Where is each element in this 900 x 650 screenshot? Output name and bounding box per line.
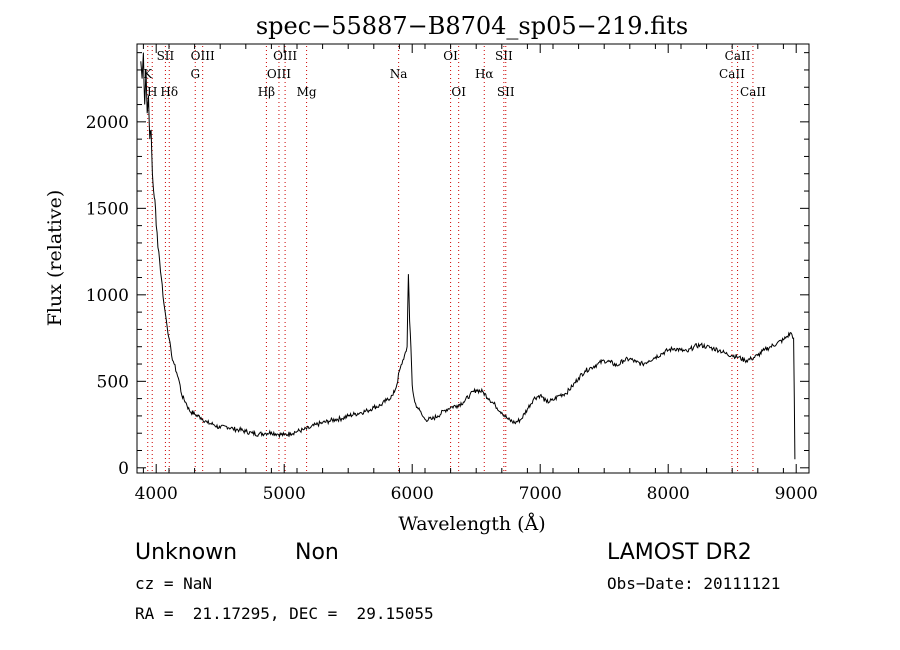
- spectral-line-label: Na: [390, 67, 408, 81]
- flux-series-line: [140, 52, 796, 460]
- spectral-line-label: Mg: [297, 85, 317, 99]
- chart-title: spec−55887−B8704_sp05−219.fits: [256, 12, 688, 40]
- y-axis-ticks: 0 500 1000 1500 2000: [86, 52, 809, 479]
- spectral-line-label: Hα: [475, 67, 494, 81]
- x-tick-label: 8000: [647, 484, 690, 504]
- y-tick-label: 1500: [86, 199, 129, 219]
- plot-frame: [136, 43, 810, 474]
- spectral-line-label: CaII: [725, 49, 751, 63]
- y-tick-label: 1000: [86, 286, 129, 306]
- x-tick-label: 9000: [775, 484, 818, 504]
- spectral-line-label: CaII: [719, 67, 745, 81]
- x-axis-label: Wavelength (Å): [398, 513, 545, 535]
- spectral-line-label: OI: [451, 85, 466, 99]
- spectral-line-label: SII: [157, 49, 175, 63]
- y-tick-label: 500: [97, 372, 129, 392]
- spectral-line-label: G: [190, 67, 200, 81]
- x-tick-label: 5000: [263, 484, 306, 504]
- spectral-line-label: OIII: [273, 49, 297, 63]
- x-tick-label: 6000: [391, 484, 434, 504]
- y-tick-label: 2000: [86, 113, 129, 133]
- spectral-line-label: OI: [443, 49, 458, 63]
- y-tick-label: 0: [118, 459, 129, 479]
- y-axis-label: Flux (relative): [44, 190, 66, 327]
- survey-name: LAMOST DR2: [607, 540, 752, 565]
- spectral-line-label: Hβ: [258, 85, 275, 99]
- spectral-line-label: SII: [497, 85, 515, 99]
- spectral-line-label: CaII: [740, 85, 766, 99]
- observation-date: Obs−Date: 20111121: [607, 574, 781, 593]
- x-tick-label: 4000: [135, 484, 178, 504]
- object-class: Unknown: [135, 540, 238, 565]
- spectral-line-markers: KHSIIHδOIIIGHβOIIIOIIIMgNaOIOIHαSIISIICa…: [143, 46, 766, 473]
- spectral-line-label: K: [143, 67, 153, 81]
- spectral-line-label: OIII: [191, 49, 215, 63]
- spectral-line-label: OIII: [267, 67, 291, 81]
- coordinates: RA = 21.17295, DEC = 29.15055: [135, 604, 434, 623]
- spectral-line-label: SII: [495, 49, 513, 63]
- spectral-line-label: H: [147, 85, 157, 99]
- spectral-line-label: Hδ: [160, 85, 178, 99]
- x-tick-label: 7000: [519, 484, 562, 504]
- x-axis-ticks: 4000 5000 6000 7000 8000 9000: [135, 44, 818, 504]
- redshift-cz: cz = NaN: [135, 574, 213, 593]
- object-subclass: Non: [295, 540, 339, 565]
